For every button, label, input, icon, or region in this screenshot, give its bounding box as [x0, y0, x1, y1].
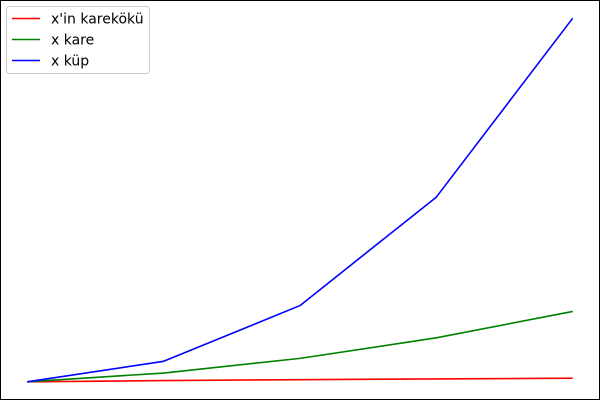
series-layer	[27, 17, 574, 383]
legend: x'in karekökü x kare x küp	[6, 6, 150, 74]
series-line-1	[27, 377, 573, 383]
series-line-3	[27, 17, 574, 383]
legend-label-2: x kare	[51, 33, 94, 49]
series-line-2	[27, 310, 573, 383]
legend-items: x'in karekökü x kare x küp	[12, 12, 144, 70]
legend-label-1: x'in karekökü	[51, 12, 144, 28]
legend-label-3: x küp	[51, 54, 89, 70]
legend-box	[6, 6, 150, 74]
